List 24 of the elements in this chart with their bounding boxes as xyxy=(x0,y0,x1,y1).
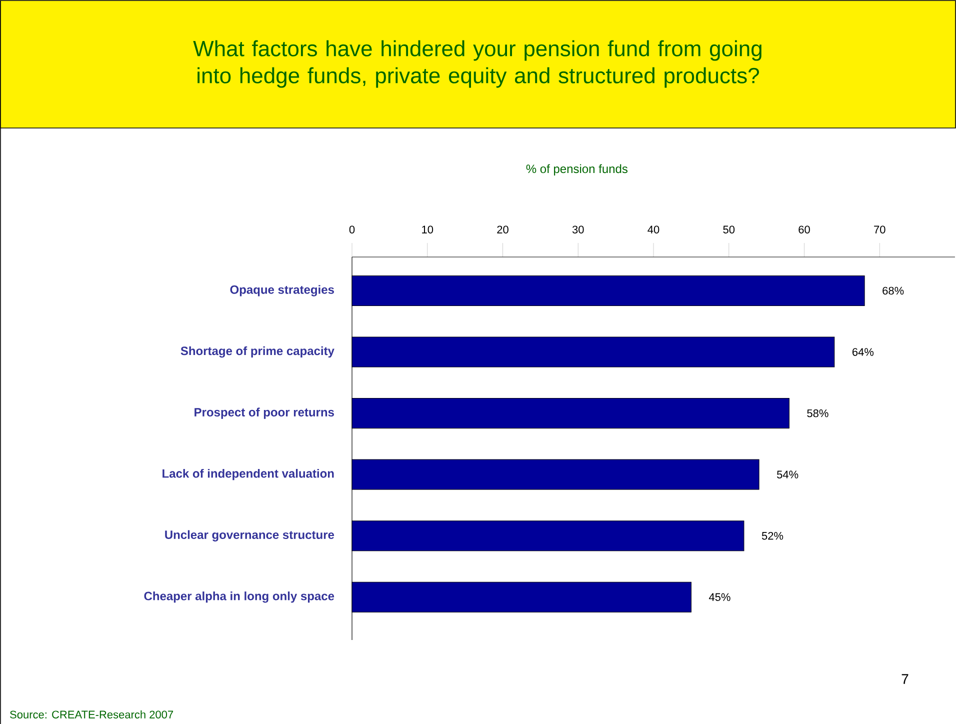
y-tick-label: Cheaper alpha in long only space xyxy=(144,591,334,603)
y-tick-label: Prospect of poor returns xyxy=(194,407,334,419)
x-tick-label: 40 xyxy=(648,226,660,234)
y-tick-label: Lack of independent valuation xyxy=(162,468,334,480)
text: 7 xyxy=(902,674,908,684)
data-label: 45% xyxy=(708,593,730,601)
x-tick-label: 20 xyxy=(497,226,508,234)
x-tick-label: 50 xyxy=(723,226,735,234)
y-tick-label: Shortage of prime capacity xyxy=(180,346,334,358)
x-axis-title: % of pension funds xyxy=(526,164,628,176)
y-tick-label: Opaque strategies xyxy=(230,284,334,296)
x-tick-label: 30 xyxy=(572,226,584,234)
data-label: 52% xyxy=(762,532,784,540)
source-note: Source: CREATE-Research 2007 xyxy=(10,710,174,718)
x-tick-label: 60 xyxy=(798,226,810,234)
chart-title: What factors have hindered your pension fund from going into hedge funds, private equity and structured products? xyxy=(193,40,762,88)
x-tick-label: 70 xyxy=(874,226,886,234)
x-tick-label: 0 xyxy=(349,226,355,234)
x-tick-label: 10 xyxy=(422,226,434,234)
y-tick-label: Unclear governance structure xyxy=(165,530,334,542)
data-label: 68% xyxy=(882,286,904,294)
data-label: 54% xyxy=(776,470,798,478)
data-label: 58% xyxy=(807,409,828,417)
data-label: 64% xyxy=(852,348,874,356)
